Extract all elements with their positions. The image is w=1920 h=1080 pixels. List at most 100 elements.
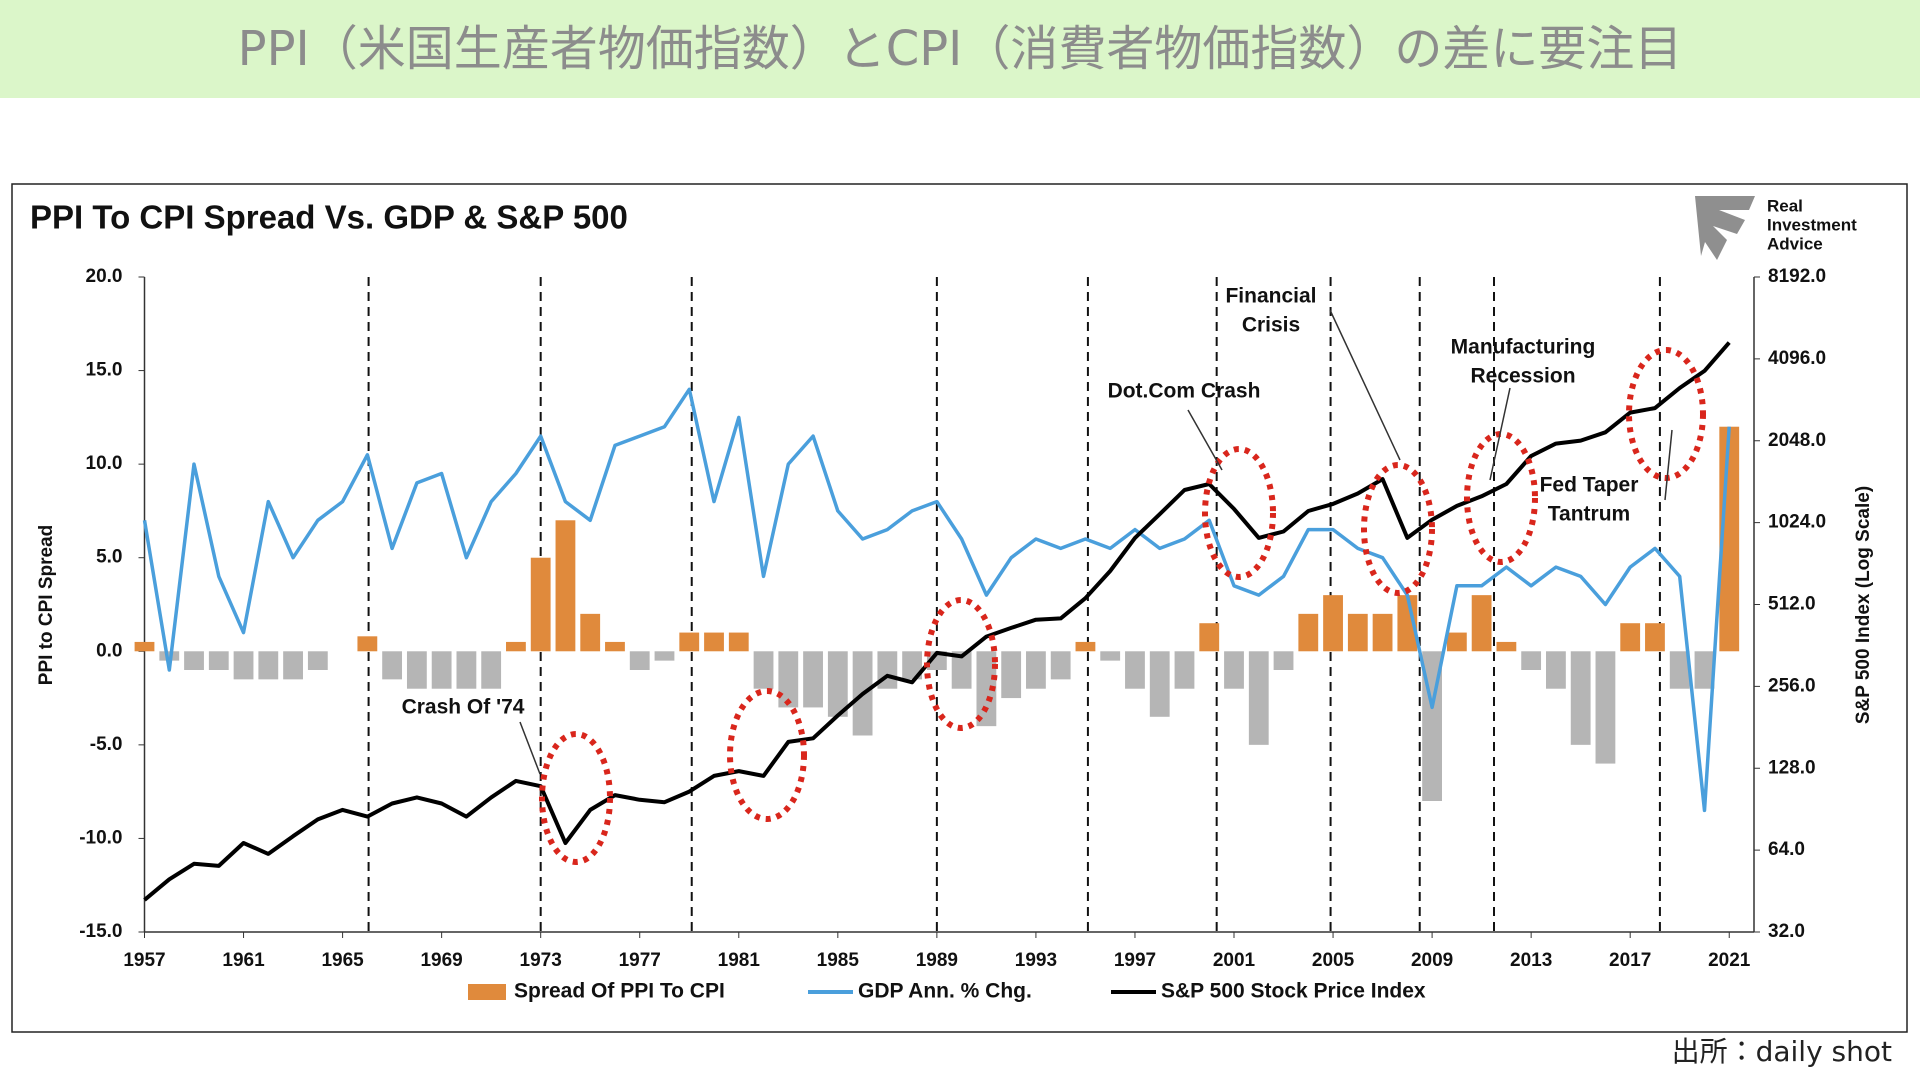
bar <box>1273 651 1294 670</box>
bar <box>827 651 848 717</box>
y2-tick-label: 1024.0 <box>1768 512 1826 533</box>
y-tick-label: 10.0 <box>86 453 123 474</box>
chart-title: PPI To CPI Spread Vs. GDP & S&P 500 <box>30 199 628 236</box>
annotation: Fed Taper <box>1540 474 1639 497</box>
bar <box>753 651 774 689</box>
bar <box>1323 595 1343 652</box>
bar <box>1224 651 1244 689</box>
bar <box>1075 641 1096 652</box>
annotation-leader <box>1664 429 1673 501</box>
bar <box>1620 623 1641 652</box>
bar <box>1570 651 1591 745</box>
bar <box>1694 651 1715 689</box>
x-tick-label: 1997 <box>1114 950 1156 971</box>
y-tick-label: 5.0 <box>96 547 122 568</box>
y-tick-label: -5.0 <box>90 734 123 755</box>
bar <box>555 520 576 652</box>
bar <box>629 651 650 670</box>
bar <box>1546 651 1566 689</box>
bar <box>1372 613 1393 652</box>
bar <box>1248 651 1269 745</box>
line-series <box>142 387 1731 813</box>
x-tick-label: 2021 <box>1708 950 1751 971</box>
highlight-ellipse <box>539 731 613 865</box>
logo-icon <box>1695 196 1755 260</box>
bar <box>1026 651 1046 689</box>
bar <box>951 651 972 689</box>
bar <box>803 651 823 708</box>
x-tick-label: 1985 <box>817 950 860 971</box>
y-tick-label: 15.0 <box>86 360 123 381</box>
y2-tick-label: 128.0 <box>1768 757 1816 778</box>
x-tick-label: 1973 <box>520 950 562 971</box>
bar <box>1397 595 1418 652</box>
x-tick-label: 2005 <box>1312 950 1355 971</box>
bar <box>184 651 204 670</box>
legend-label: S&P 500 Stock Price Index <box>1161 980 1426 1003</box>
y2-tick-label: 4096.0 <box>1768 348 1826 369</box>
bar <box>654 651 675 661</box>
annotation: Dot.Com Crash <box>1108 380 1261 403</box>
bar <box>233 651 254 680</box>
y-tick-label: 0.0 <box>96 640 122 661</box>
bar <box>1174 651 1195 689</box>
y-tick-label: -15.0 <box>79 921 122 942</box>
logo-text: Real <box>1767 196 1803 215</box>
bar <box>283 651 303 680</box>
legend-label: GDP Ann. % Chg. <box>858 980 1032 1003</box>
y-tick-label: -10.0 <box>79 827 122 848</box>
x-tick-label: 1977 <box>619 950 661 971</box>
bar <box>530 557 551 652</box>
bar <box>431 651 452 689</box>
logo-text: Advice <box>1767 234 1823 253</box>
annotation-leader <box>1187 409 1223 471</box>
chart-frame <box>11 183 1908 1033</box>
bar <box>1149 651 1170 717</box>
bar <box>357 636 378 652</box>
annotation: Crash Of '74 <box>402 696 525 719</box>
annotation-leader <box>519 721 541 775</box>
bar <box>1669 651 1690 689</box>
annotation-leader <box>1329 309 1401 461</box>
annotation: Manufacturing <box>1451 336 1596 359</box>
bar <box>902 651 923 680</box>
y2-axis-label: S&P 500 Index (Log Scale) <box>1853 486 1874 724</box>
header-title: PPI（米国生産者物価指数）とCPI（消費者物価指数）の差に要注目 <box>0 0 1920 98</box>
y2-tick-label: 2048.0 <box>1768 430 1826 451</box>
source: 出所：daily shot <box>1671 1035 1892 1068</box>
y2-tick-label: 8192.0 <box>1768 266 1826 287</box>
y2-tick-label: 512.0 <box>1768 594 1816 615</box>
bar <box>1125 651 1145 689</box>
x-tick-label: 1961 <box>222 950 265 971</box>
highlight-ellipse <box>727 688 807 822</box>
bar <box>1001 651 1022 699</box>
bar <box>679 632 700 652</box>
legend-swatch <box>468 984 506 1000</box>
highlight-ellipse <box>1464 431 1538 565</box>
x-tick-label: 1989 <box>916 950 958 971</box>
highlight-ellipse <box>1361 462 1435 596</box>
bar <box>1471 595 1492 652</box>
bar <box>481 651 502 689</box>
y2-tick-label: 32.0 <box>1768 921 1805 942</box>
bar <box>382 651 403 680</box>
y2-tick-label: 64.0 <box>1768 839 1805 860</box>
annotation: Crisis <box>1242 314 1300 337</box>
annotation: Tantrum <box>1548 503 1630 526</box>
bar <box>704 632 724 652</box>
bar <box>976 651 997 727</box>
bar <box>406 651 427 689</box>
logo-text: Investment <box>1767 215 1857 234</box>
x-tick-label: 1957 <box>123 950 165 971</box>
x-tick-label: 1969 <box>420 950 462 971</box>
x-tick-label: 1981 <box>718 950 761 971</box>
bar <box>1496 641 1517 652</box>
bar <box>1595 651 1616 764</box>
bar <box>1100 651 1121 661</box>
x-tick-label: 2001 <box>1213 950 1256 971</box>
bar <box>580 613 601 652</box>
y-tick-label: 20.0 <box>86 266 123 287</box>
highlight-ellipse <box>1202 446 1276 580</box>
